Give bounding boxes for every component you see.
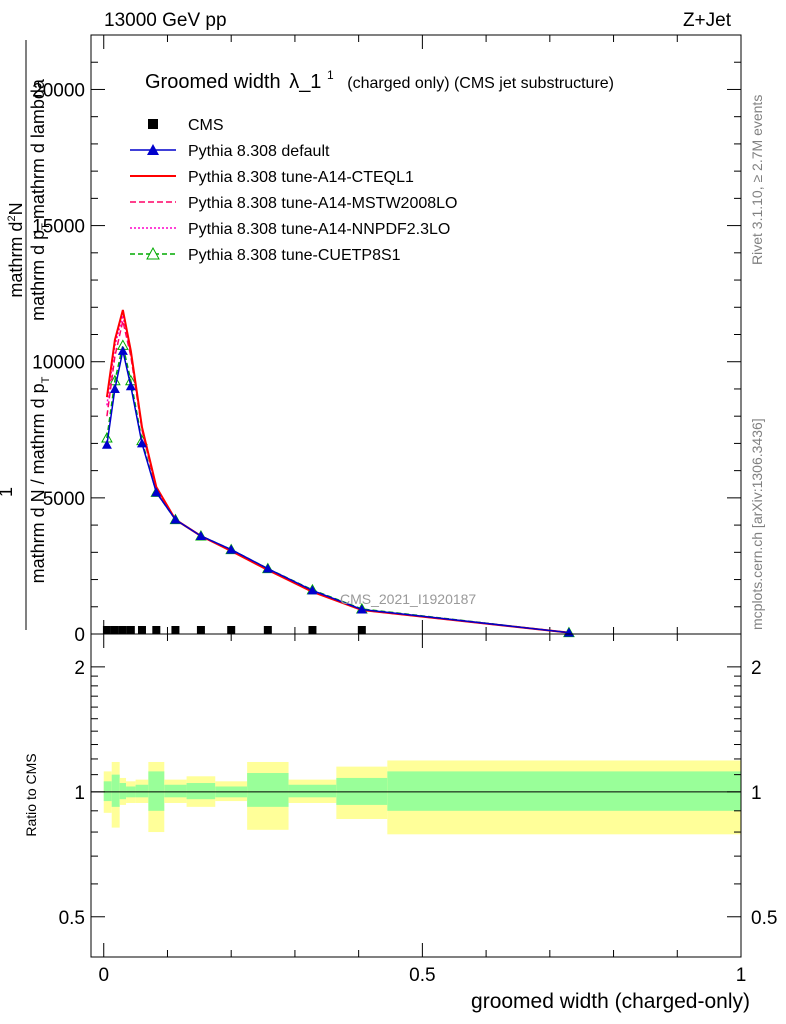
legend-label-data: CMS [188,117,224,134]
y-axis-label: 1 mathrm d2N mathrm d pTmathrm d lambda … [0,40,52,630]
point-default [356,604,367,614]
point-default [195,530,206,540]
x-tick-label: 0 [98,965,109,986]
ratio-band-inner [103,781,112,802]
ratio-band-inner [148,771,165,811]
point-default [170,514,181,524]
legend-label-nnpdf: Pythia 8.308 tune-A14-NNPDF2.3LO [188,221,450,238]
series-line-cuetp8s1 [106,345,570,634]
ratio-band-inner [111,774,120,807]
ratio-y-tick-label: 0.5 [59,908,85,929]
ratio-bands [103,760,741,835]
legend-marker-data [148,119,158,129]
cms-data-point [110,626,119,634]
y-tick-label: 20000 [32,80,85,101]
y-tick-label: 0 [74,625,85,646]
point-default [101,439,112,449]
legend-label-mstw: Pythia 8.308 tune-A14-MSTW2008LO [188,195,457,212]
cms-data-point [263,626,272,634]
main-plot: 0 5000 10000 15000 20000 CMS_2021_I1920187 G… [0,34,742,646]
ratio-band-inner [135,784,149,798]
ylabel-denominator: mathrm d N / mathrm d pT [28,376,52,583]
main-y-ticks: 0 5000 10000 15000 20000 [32,35,742,646]
ratio-band-inner [186,783,216,800]
ylabel-line2: mathrm d pTmathrm d lambda [28,78,52,321]
cms-data-point [196,626,205,634]
main-series [101,309,575,638]
cms-data-point [102,626,111,634]
y-tick-label: 10000 [32,353,85,374]
mcplots-label: mcplots.cern.ch [arXiv:1306.3436] [749,418,765,630]
ylabel-top: 1 [0,487,16,497]
point-default [125,381,136,391]
series-line-nnpdf [106,315,570,634]
ratio-band-inner [119,783,127,800]
ratio-band-inner [164,784,187,798]
point-default [117,345,128,355]
cms-data-point [357,626,366,634]
point-default [262,563,273,573]
x-axis-label: groomed width (charged-only) [471,990,750,1013]
legend: CMS Pythia 8.308 default Pythia 8.308 tune… [130,117,457,264]
x-tick-label: 1 [736,965,747,986]
cms-data-point [118,626,127,634]
ratio-band-inner [387,771,741,811]
legend-marker-cuetp8s1 [146,246,160,260]
ratio-y-tick-label-right: 0.5 [751,908,777,929]
point-default [136,438,147,448]
cms-data-point [137,626,146,634]
cms-data-point [227,626,236,634]
y-tick-label: 15000 [32,217,85,238]
legend-label-cuetp8s1: Pythia 8.308 tune-CUETP8S1 [188,247,401,264]
y-tick-label: 5000 [43,489,85,510]
cms-data-point [126,626,135,634]
ratio-y-tick-label: 1 [74,783,85,804]
legend-marker-default [147,144,159,155]
cms-data-point [152,626,161,634]
series-line-default [106,350,570,634]
ratio-band-inner [288,784,337,798]
watermark: CMS_2021_I1920187 [340,591,476,607]
ylabel-numerator: mathrm d2N [6,202,26,297]
ratio-y-tick-label-right: 1 [751,783,762,804]
header-left: 13000 GeV pp [104,10,227,31]
series-line-cteql1 [105,309,570,634]
rivet-label: Rivet 3.1.10, ≥ 2.7M events [749,95,765,265]
point-default [307,585,318,595]
cms-data-points [102,626,366,634]
ratio-frame [90,633,742,958]
header-right: Z+Jet [683,10,732,31]
series-line-mstw [106,320,570,634]
ratio-ylabel: Ratio to CMS [23,753,39,836]
ratio-y-ticks: 0.5 0.5 1 1 2 2 [59,658,778,929]
cms-data-point [308,626,317,634]
legend-label-default: Pythia 8.308 default [188,143,330,160]
point-default [109,383,120,393]
ratio-plot: 0.5 0.51 12 2 0 0.5 1 Ratio to CMS groomed wi… [23,633,778,1013]
ratio-x-ticks: 0 0.5 1 [98,634,746,986]
cms-data-point [171,626,180,634]
ratio-y-tick-label: 2 [74,658,85,679]
point-default [151,487,162,497]
point-default [226,544,237,554]
legend-label-cteql1: Pythia 8.308 tune-A14-CTEQL1 [188,169,414,186]
ratio-y-tick-label-right: 2 [751,658,762,679]
ratio-band-inner [247,773,289,807]
x-tick-label: 0.5 [409,965,435,986]
plot-title: Groomed width λ_1 1 (charged only) (CMS … [145,62,614,93]
